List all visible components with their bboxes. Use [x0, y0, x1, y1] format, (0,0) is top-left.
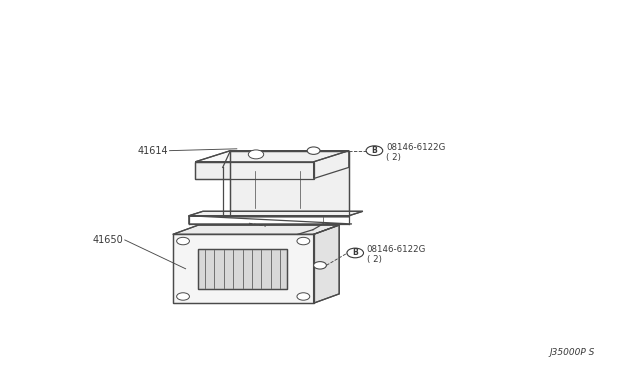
Circle shape [248, 150, 264, 159]
Text: B: B [372, 146, 377, 155]
Text: ( 2): ( 2) [386, 153, 401, 162]
Polygon shape [230, 151, 349, 216]
Text: J35000P S: J35000P S [550, 348, 595, 357]
Polygon shape [195, 151, 349, 162]
Circle shape [177, 237, 189, 245]
Circle shape [307, 147, 320, 154]
Polygon shape [195, 162, 314, 179]
Polygon shape [173, 225, 339, 234]
Polygon shape [314, 151, 349, 179]
Circle shape [314, 262, 326, 269]
Text: B: B [353, 248, 358, 257]
Polygon shape [173, 234, 314, 303]
Text: ( 2): ( 2) [367, 255, 381, 264]
Circle shape [297, 237, 310, 245]
Polygon shape [198, 249, 287, 289]
Text: 08146-6122G: 08146-6122G [386, 143, 445, 152]
Circle shape [177, 293, 189, 300]
Text: 41614: 41614 [138, 146, 168, 155]
Text: 41650: 41650 [93, 235, 124, 245]
Circle shape [297, 293, 310, 300]
Polygon shape [314, 225, 339, 303]
Text: 08146-6122G: 08146-6122G [367, 246, 426, 254]
Polygon shape [189, 211, 363, 216]
